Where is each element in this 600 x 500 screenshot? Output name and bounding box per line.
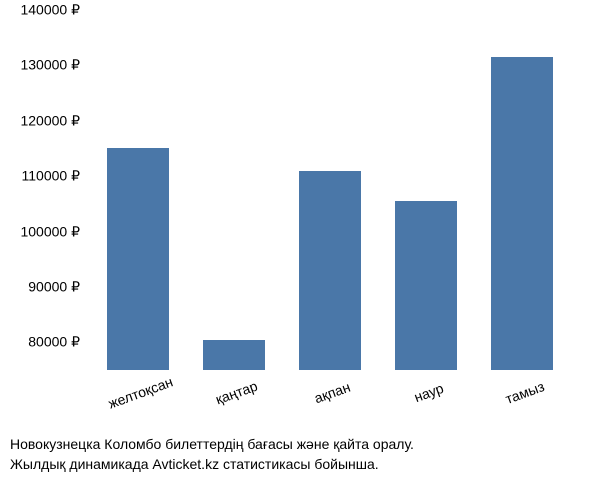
caption-line-1: Новокузнецка Коломбо билеттердің бағасы … [10, 435, 414, 455]
y-tick-label: 140000 ₽ [20, 2, 80, 19]
y-tick-label: 80000 ₽ [28, 334, 80, 351]
y-axis: 80000 ₽ 90000 ₽ 100000 ₽ 110000 ₽ 120000 ₽ 13… [0, 10, 85, 370]
x-tick-label: тамыз [503, 378, 558, 439]
bar [299, 171, 361, 370]
bar [491, 57, 553, 370]
x-tick-label: наур [412, 380, 457, 437]
x-tick-label: қаңтар [214, 378, 272, 440]
y-tick-label: 120000 ₽ [20, 112, 80, 129]
chart-caption: Новокузнецка Коломбо билеттердің бағасы … [10, 435, 414, 474]
chart-container: 80000 ₽ 90000 ₽ 100000 ₽ 110000 ₽ 120000 ₽ 13… [0, 0, 600, 500]
bar [203, 340, 265, 370]
bars-group [90, 10, 570, 370]
y-tick-label: 100000 ₽ [20, 223, 80, 240]
caption-line-2: Жылдық динамикада Avticket.kz статистика… [10, 455, 414, 475]
y-tick-label: 110000 ₽ [22, 168, 80, 185]
y-tick-label: 130000 ₽ [20, 57, 80, 74]
x-tick-label: желтоқсан [106, 373, 187, 443]
chart-plot-area [90, 10, 570, 370]
bar [107, 148, 169, 370]
x-axis: желтоқсанқаңтарақпаннауртамыз [90, 375, 570, 425]
bar [395, 201, 457, 370]
x-tick-label: ақпан [313, 379, 365, 439]
y-tick-label: 90000 ₽ [28, 278, 80, 295]
